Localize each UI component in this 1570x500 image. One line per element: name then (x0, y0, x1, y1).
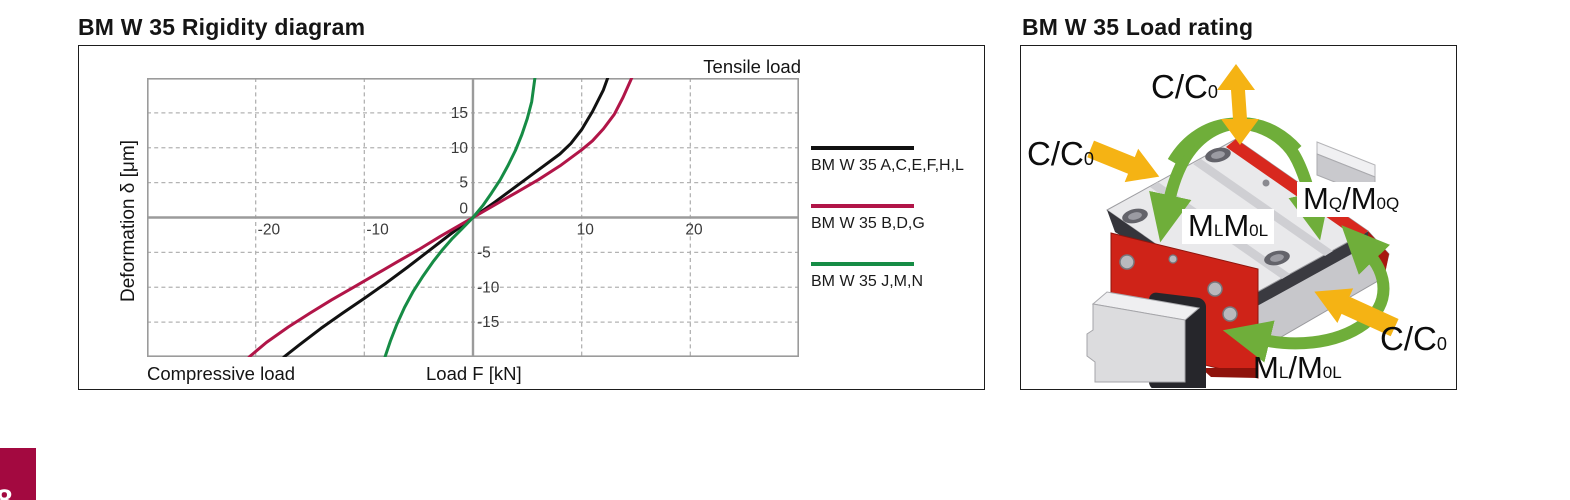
legend-item: BM W 35 J,M,N (811, 262, 991, 291)
bottom-load-arrow (1314, 288, 1399, 337)
svg-text:20: 20 (685, 222, 703, 239)
svg-text:5: 5 (459, 175, 468, 192)
y-axis-label: Deformation δ [μm] (118, 140, 139, 302)
rigidity-chart-plot: -20 -10 10 20 15 10 5 0 -5 -10 -15 (147, 78, 799, 357)
svg-text:15: 15 (451, 105, 468, 122)
page-accent-square: 8 (0, 448, 36, 500)
tensile-load-annotation: Tensile load (703, 56, 801, 77)
mq-moment-label: MQ/M0Q (1297, 182, 1406, 217)
svg-text:10: 10 (577, 222, 595, 239)
left-load-arrow (1087, 140, 1160, 183)
svg-text:10: 10 (451, 140, 469, 157)
svg-text:-10: -10 (477, 279, 500, 296)
mq-arc-arrow (1167, 117, 1331, 241)
rigidity-diagram-panel: Tensile load Deformation δ [μm] -20 -10 10… (78, 45, 985, 390)
legend-label: BM W 35 B,D,G (811, 215, 925, 232)
page-number-partial: 8 (0, 484, 13, 500)
x-axis-label: Load F [kN] (426, 363, 522, 384)
compressive-load-annotation: Compressive load (147, 363, 296, 384)
ml-moment-label-boxed: MLM0L (1182, 209, 1275, 244)
svg-text:0: 0 (459, 201, 468, 218)
legend-label: BM W 35 J,M,N (811, 273, 924, 290)
series-line (383, 78, 537, 357)
svg-text:-15: -15 (477, 314, 499, 331)
svg-text:-20: -20 (258, 222, 281, 239)
svg-text:-5: -5 (477, 244, 491, 261)
legend-label: BM W 35 A,C,E,F,H,L (811, 157, 964, 174)
legend-line-green (811, 262, 914, 266)
svg-text:-10: -10 (366, 222, 389, 239)
load-rating-panel: C/C0 C/C0 C/C0 MQ/M0Q MLM0L ML/M0L (1020, 45, 1457, 390)
legend-line-crimson (811, 204, 914, 208)
cc0-label-bottom: C/C0 (1380, 320, 1447, 357)
series-line (247, 78, 634, 357)
legend-item: BM W 35 B,D,G (811, 204, 991, 233)
ml-moment-label-bottom: ML/M0L (1253, 350, 1342, 385)
load-arrows (1087, 64, 1399, 337)
load-rating-title: BM W 35 Load rating (1022, 14, 1254, 40)
vertical-load-arrow (1217, 64, 1259, 145)
legend-line-black (811, 146, 914, 150)
rigidity-diagram-title: BM W 35 Rigidity diagram (78, 14, 366, 40)
cc0-label-top: C/C0 (1151, 68, 1218, 105)
cc0-label-left: C/C0 (1027, 135, 1094, 172)
legend-item: BM W 35 A,C,E,F,H,L (811, 146, 991, 175)
rail-front-section (1086, 291, 1201, 383)
